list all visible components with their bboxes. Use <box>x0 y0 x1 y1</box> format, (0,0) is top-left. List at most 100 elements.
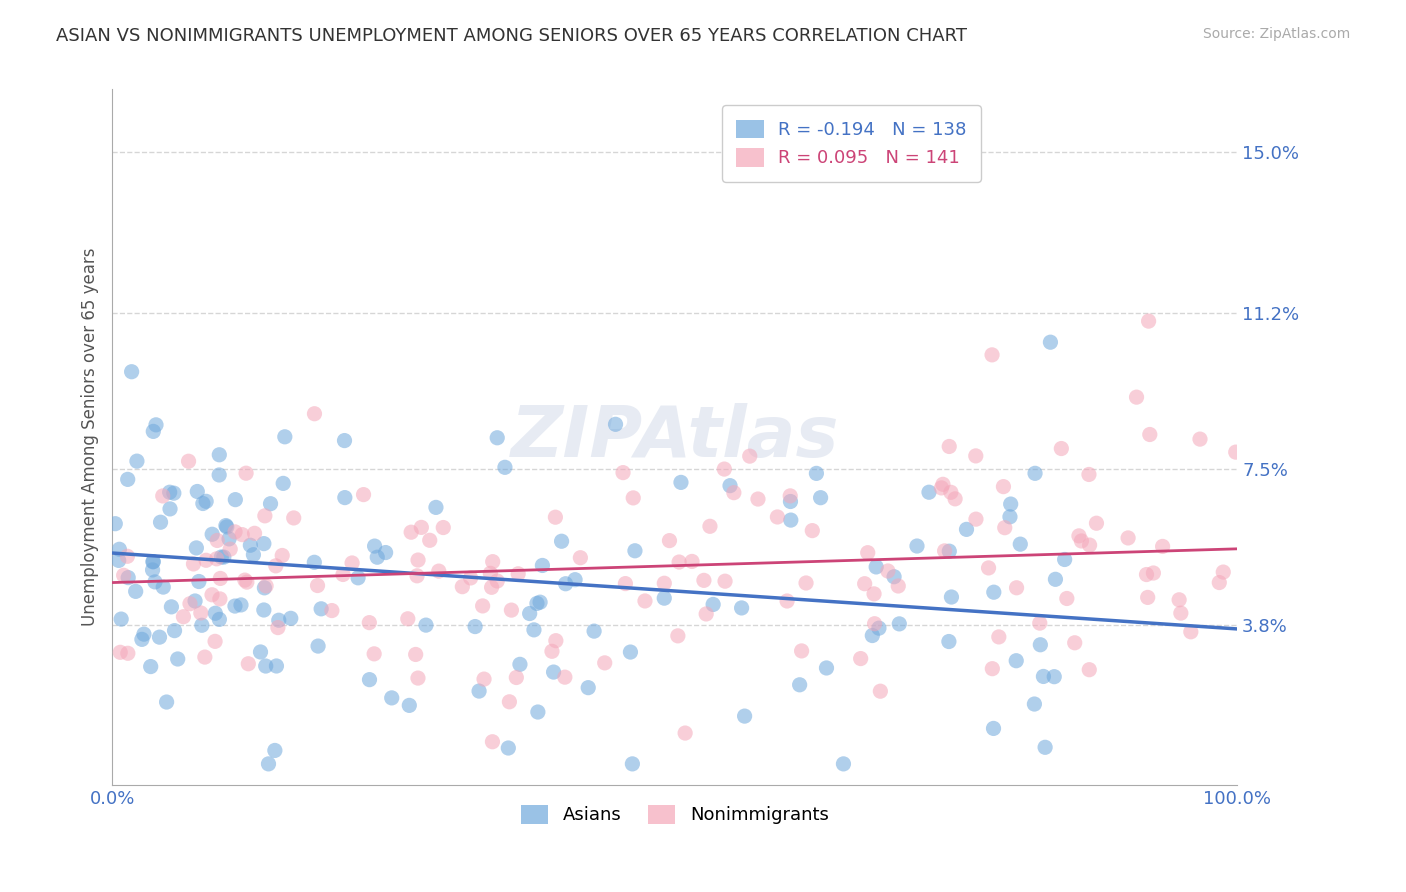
Nonimmigrants <box>779 489 801 503</box>
Asians <box>191 496 214 510</box>
Nonimmigrants <box>1136 591 1159 605</box>
Nonimmigrants <box>723 485 745 500</box>
Nonimmigrants <box>977 561 1000 575</box>
Asians <box>267 613 290 627</box>
Asians <box>983 585 1005 599</box>
Asians <box>359 673 381 687</box>
Nonimmigrants <box>877 564 900 578</box>
Asians <box>254 659 277 673</box>
Nonimmigrants <box>236 575 259 590</box>
Asians <box>398 698 420 713</box>
Nonimmigrants <box>1142 566 1164 580</box>
Nonimmigrants <box>110 645 132 659</box>
Nonimmigrants <box>405 648 427 662</box>
Asians <box>1032 669 1054 683</box>
Asians <box>143 574 166 589</box>
Asians <box>271 476 294 491</box>
Asians <box>117 472 139 486</box>
Nonimmigrants <box>238 657 260 671</box>
Nonimmigrants <box>1135 567 1157 582</box>
Nonimmigrants <box>614 576 637 591</box>
Nonimmigrants <box>219 542 242 557</box>
Asians <box>619 645 641 659</box>
Nonimmigrants <box>673 726 696 740</box>
Asians <box>184 594 207 608</box>
Nonimmigrants <box>853 576 876 591</box>
Nonimmigrants <box>195 553 218 567</box>
Asians <box>159 485 181 500</box>
Text: ZIPAtlas: ZIPAtlas <box>510 402 839 472</box>
Nonimmigrants <box>117 646 139 660</box>
Nonimmigrants <box>501 603 523 617</box>
Nonimmigrants <box>1067 529 1090 543</box>
Asians <box>1005 654 1028 668</box>
Nonimmigrants <box>932 477 955 491</box>
Asians <box>253 581 276 595</box>
Nonimmigrants <box>695 607 717 621</box>
Asians <box>1029 638 1052 652</box>
Nonimmigrants <box>177 454 200 468</box>
Nonimmigrants <box>965 512 987 526</box>
Asians <box>527 705 550 719</box>
Nonimmigrants <box>1188 432 1211 446</box>
Nonimmigrants <box>304 407 326 421</box>
Asians <box>186 484 208 499</box>
Asians <box>374 545 396 559</box>
Asians <box>583 624 606 639</box>
Nonimmigrants <box>747 491 769 506</box>
Asians <box>195 494 218 508</box>
Asians <box>468 684 491 698</box>
Nonimmigrants <box>981 662 1004 676</box>
Nonimmigrants <box>887 579 910 593</box>
Nonimmigrants <box>307 578 329 592</box>
Nonimmigrants <box>508 566 530 581</box>
Nonimmigrants <box>943 491 966 506</box>
Asians <box>464 619 486 633</box>
Nonimmigrants <box>460 571 482 585</box>
Asians <box>486 431 509 445</box>
Nonimmigrants <box>112 568 135 582</box>
Nonimmigrants <box>544 510 567 524</box>
Asians <box>955 522 977 536</box>
Asians <box>280 611 302 625</box>
Asians <box>883 570 905 584</box>
Asians <box>333 434 356 448</box>
Asians <box>333 491 356 505</box>
Asians <box>224 599 246 613</box>
Asians <box>249 645 271 659</box>
Asians <box>498 741 520 756</box>
Nonimmigrants <box>666 629 689 643</box>
Asians <box>309 602 332 616</box>
Nonimmigrants <box>981 348 1004 362</box>
Asians <box>108 542 131 557</box>
Asians <box>889 616 911 631</box>
Asians <box>145 417 167 432</box>
Asians <box>381 690 404 705</box>
Nonimmigrants <box>1180 624 1202 639</box>
Nonimmigrants <box>406 569 429 583</box>
Nonimmigrants <box>243 526 266 541</box>
Asians <box>104 516 127 531</box>
Nonimmigrants <box>1029 616 1052 631</box>
Nonimmigrants <box>1078 663 1101 677</box>
Nonimmigrants <box>801 524 824 538</box>
Nonimmigrants <box>479 566 502 581</box>
Nonimmigrants <box>179 597 201 611</box>
Asians <box>576 681 599 695</box>
Asians <box>125 454 148 468</box>
Asians <box>212 550 235 565</box>
Nonimmigrants <box>681 554 703 568</box>
Nonimmigrants <box>117 549 139 564</box>
Asians <box>366 550 388 565</box>
Asians <box>148 630 170 644</box>
Nonimmigrants <box>472 672 495 686</box>
Asians <box>304 555 326 569</box>
Asians <box>363 539 385 553</box>
Asians <box>209 549 232 564</box>
Nonimmigrants <box>406 553 429 567</box>
Nonimmigrants <box>987 630 1010 644</box>
Asians <box>186 541 208 555</box>
Nonimmigrants <box>863 616 886 631</box>
Asians <box>918 485 941 500</box>
Asians <box>191 618 214 632</box>
